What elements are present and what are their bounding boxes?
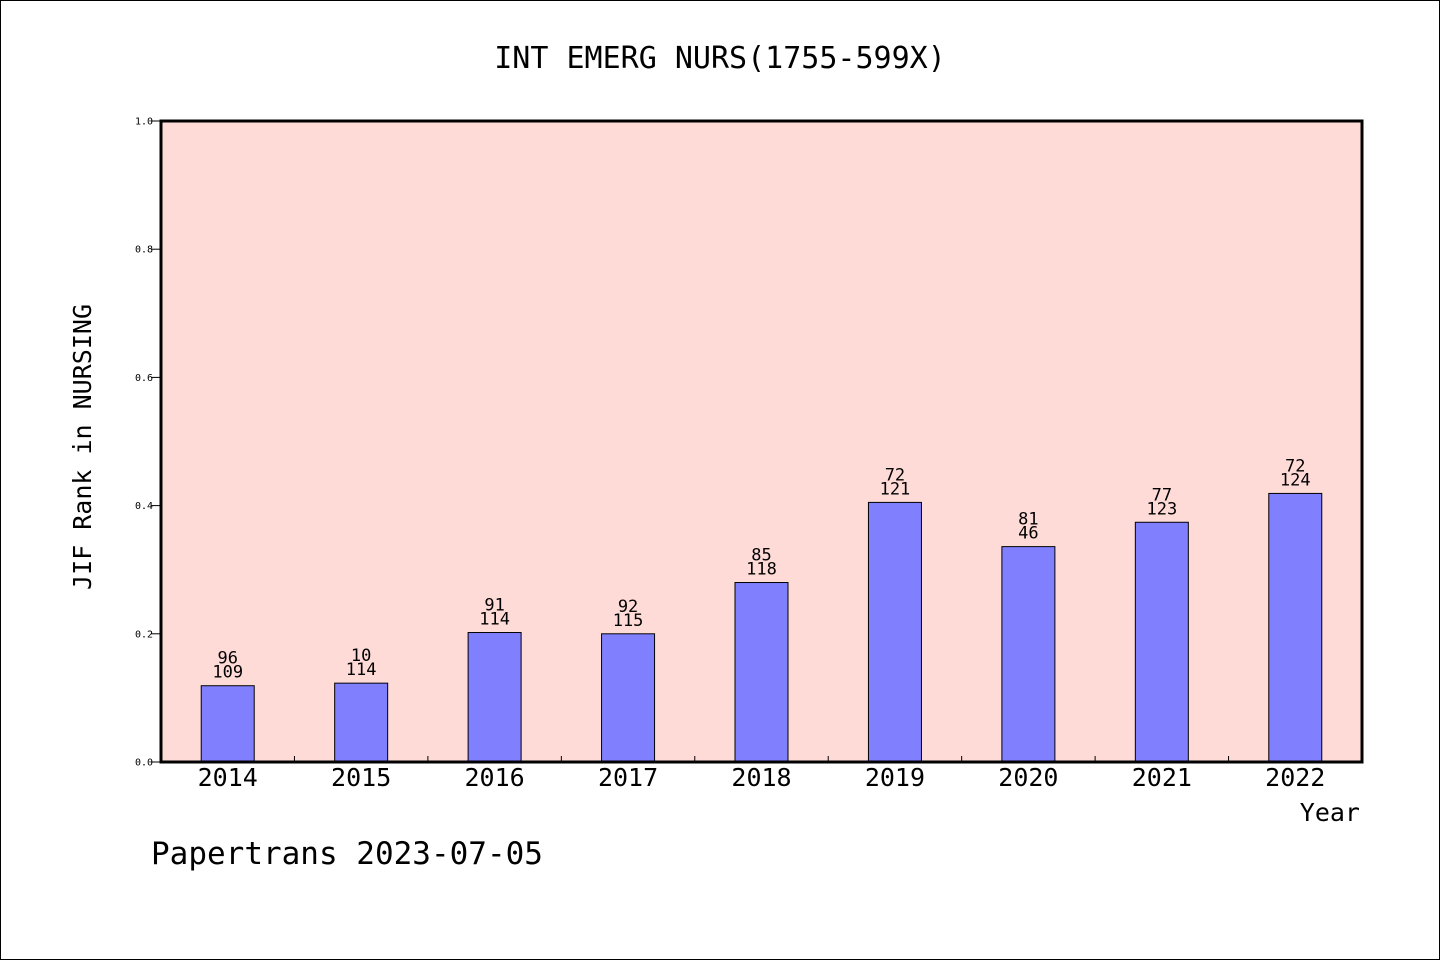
- bar-label-top: 85: [751, 546, 771, 566]
- bar-label-bottom: 115: [613, 611, 644, 631]
- bar-label-top: 77: [1152, 485, 1172, 505]
- x-tick-label: 2018: [731, 763, 791, 792]
- bar-label-bottom: 124: [1280, 470, 1311, 490]
- y-axis: 0.0 0.2 0.4 0.6 0.8 1.0: [135, 117, 161, 769]
- plot-border: [159, 119, 1364, 764]
- x-tick-label: 2020: [998, 763, 1058, 792]
- y-axis-label: JIF Rank in NURSING: [68, 304, 97, 590]
- x-tick-label: 2014: [198, 763, 258, 792]
- bar-2015: [334, 682, 389, 763]
- bar-2014: [200, 685, 255, 763]
- bar-2018: [734, 582, 789, 763]
- bars: [200, 492, 1323, 763]
- x-tick-label: 2016: [465, 763, 525, 792]
- bar-label-bottom: 46: [1018, 524, 1038, 544]
- x-tick-label: 2022: [1265, 763, 1325, 792]
- bar-label-bottom: 121: [880, 479, 911, 499]
- bar-label-top: 72: [885, 465, 905, 485]
- x-tick-label: 2015: [331, 763, 391, 792]
- footer-text: Papertrans 2023-07-05: [151, 836, 543, 872]
- bar-2022: [1268, 492, 1323, 763]
- bar-labels: 9610910114911149211585118721218146771237…: [212, 456, 1310, 682]
- bar-label-bottom: 118: [746, 560, 777, 580]
- bar-label-bottom: 114: [479, 610, 510, 630]
- bar-2019: [867, 501, 922, 763]
- x-axis-label: Year: [1300, 798, 1360, 827]
- bar-label-top: 91: [484, 596, 504, 616]
- y-tick-label: 0.4: [135, 501, 153, 512]
- chart-title: INT EMERG NURS(1755-599X): [494, 41, 946, 76]
- x-axis: 2014 2015 2016 2017 2018 2019 2020 2021 2022: [198, 756, 1325, 792]
- bar-label-top: 92: [618, 597, 638, 617]
- y-tick-label: 0.0: [135, 758, 153, 769]
- bar-2020: [1001, 546, 1056, 763]
- x-tick-label: 2017: [598, 763, 658, 792]
- bar-2021: [1134, 521, 1189, 763]
- bar-label-top: 81: [1018, 510, 1038, 530]
- y-tick-label: 0.6: [135, 373, 153, 384]
- bar-2016: [467, 632, 522, 763]
- bar-2017: [601, 633, 656, 763]
- y-tick-label: 0.2: [135, 629, 153, 640]
- y-tick-label: 1.0: [135, 117, 153, 128]
- bar-label-top: 72: [1285, 456, 1305, 476]
- bar-label-bottom: 123: [1146, 499, 1177, 519]
- bar-label-top: 96: [217, 649, 237, 669]
- x-tick-label: 2021: [1132, 763, 1192, 792]
- y-tick-label: 0.8: [135, 245, 153, 256]
- bar-label-top: 10: [351, 646, 371, 666]
- bar-label-bottom: 109: [212, 663, 243, 683]
- x-tick-label: 2019: [865, 763, 925, 792]
- bar-label-bottom: 114: [346, 660, 377, 680]
